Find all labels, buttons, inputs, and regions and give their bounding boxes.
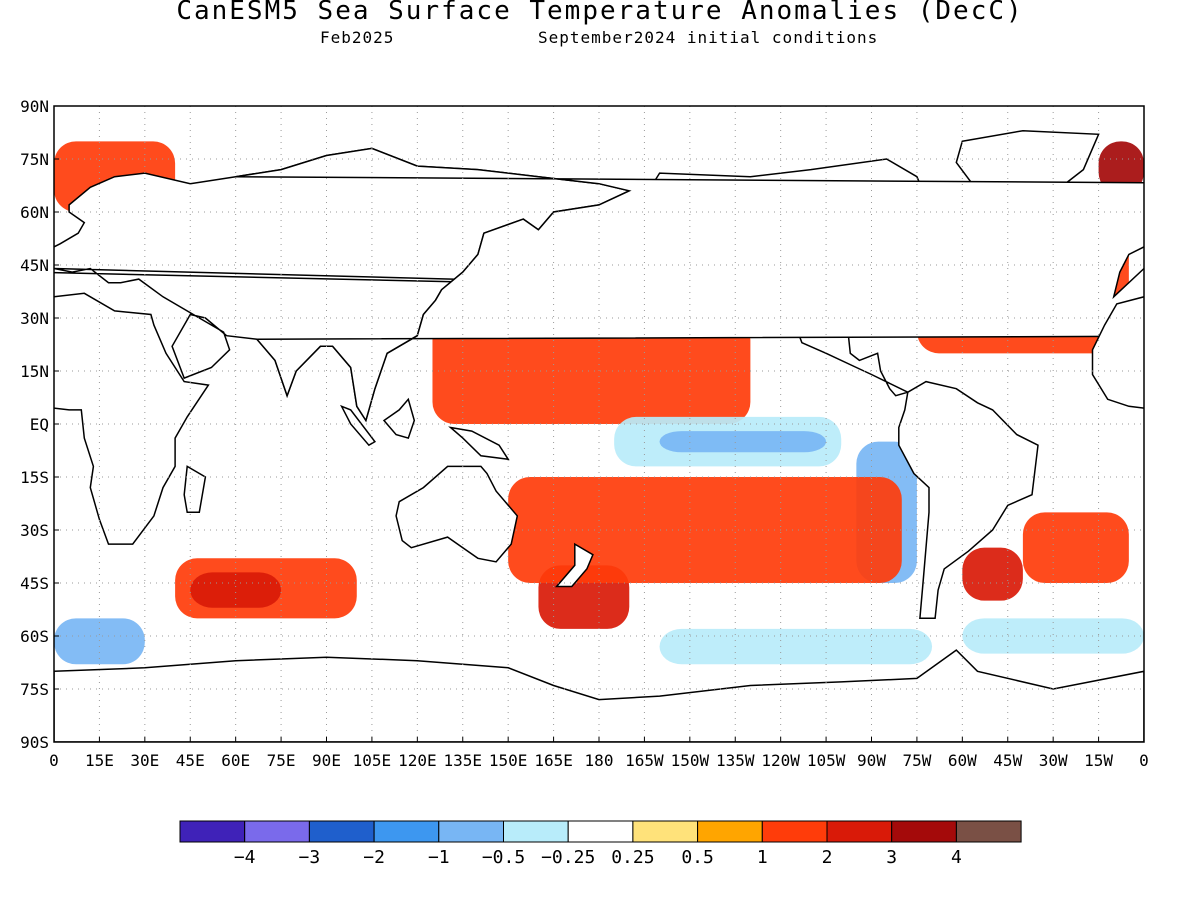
colorbar: −4 −3 −2 −1 −0.5 −0.25 0.25 0.5 1 2 3 4	[179, 820, 1022, 868]
lon-tick-label: 135E	[443, 751, 482, 770]
land-eurasia-wrap	[235, 147, 1144, 423]
anomaly-region-14	[508, 477, 902, 583]
lon-tick-label: 60W	[948, 751, 977, 770]
colorbar-label: 3	[886, 847, 897, 868]
anomaly-region-11	[54, 618, 145, 665]
lon-tick-label: 90W	[857, 751, 886, 770]
lat-tick-label: EQ	[30, 415, 49, 434]
colorbar-label: 0.5	[681, 847, 714, 868]
anomaly-region-18	[1022, 512, 1129, 583]
colorbar-swatch	[308, 820, 375, 843]
lat-tick-label: 60S	[20, 627, 49, 646]
anomaly-region-4	[659, 431, 827, 453]
lon-tick-label: 165E	[534, 751, 573, 770]
lat-tick-label: 15N	[20, 362, 49, 381]
lon-tick-label: 30E	[130, 751, 159, 770]
colorbar-label: 2	[822, 847, 833, 868]
colorbar-label: 1	[757, 847, 768, 868]
lon-tick-label: 120E	[398, 751, 437, 770]
lon-tick-label: 0	[1139, 751, 1149, 770]
land-australia	[395, 465, 519, 563]
init-conditions-label: September2024 initial conditions	[538, 28, 879, 47]
lon-tick-label: 15E	[85, 751, 114, 770]
land-africa-wrap	[1091, 296, 1144, 409]
anomaly-region-9	[190, 572, 282, 608]
colorbar-swatch	[503, 820, 569, 843]
colorbar-label: −0.5	[482, 847, 525, 868]
lat-tick-label: 60N	[20, 203, 49, 222]
lon-tick-label: 105E	[353, 751, 392, 770]
colorbar-swatch	[697, 820, 763, 843]
lat-tick-label: 90S	[20, 733, 49, 752]
latitude-labels: 90N 75N 60N 45N 30N 15N EQ 15S 30S 45S 60S 75S 90S	[20, 97, 59, 752]
valid-month-label: Feb2025	[320, 28, 395, 47]
colorbar-label: 0.25	[611, 847, 654, 868]
lon-tick-label: 90E	[312, 751, 341, 770]
land-sumatra	[340, 404, 377, 447]
colorbar-swatch	[567, 820, 634, 843]
lon-tick-label: 60E	[221, 751, 250, 770]
anomaly-region-13	[962, 618, 1144, 654]
colorbar-swatch	[955, 820, 1022, 843]
lon-tick-label: 150W	[671, 751, 710, 770]
lon-tick-label: 135W	[716, 751, 755, 770]
land-borneo	[382, 397, 416, 440]
colorbar-swatch	[244, 820, 310, 843]
anomaly-region-2	[432, 318, 751, 424]
anomaly-region-17	[962, 547, 1023, 601]
lat-tick-label: 75N	[20, 150, 49, 169]
lon-tick-label: 75W	[902, 751, 931, 770]
lon-tick-label: 15W	[1084, 751, 1113, 770]
land-south-america	[898, 380, 1039, 620]
lon-tick-label: 150E	[489, 751, 528, 770]
colorbar-label: 4	[951, 847, 962, 868]
colorbar-label: −4	[234, 847, 256, 868]
gridlines	[54, 106, 1144, 742]
lon-tick-label: 0	[49, 751, 59, 770]
land-new-guinea	[448, 426, 510, 461]
lon-tick-label: 30W	[1039, 751, 1068, 770]
colorbar-swatch	[632, 820, 699, 843]
colorbar-swatch	[891, 820, 957, 843]
lon-tick-label: 75E	[267, 751, 296, 770]
land-masses	[54, 129, 1144, 742]
colorbar-label: −3	[299, 847, 321, 868]
colorbar-label: −0.25	[541, 847, 595, 868]
lat-tick-label: 45S	[20, 574, 49, 593]
lat-tick-label: 90N	[20, 97, 49, 116]
lat-tick-label: 15S	[20, 468, 49, 487]
chart-title: CanESM5 Sea Surface Temperature Anomalie…	[176, 0, 1024, 26]
lon-tick-label: 105W	[807, 751, 846, 770]
longitude-labels: 0 15E 30E 45E 60E 75E 90E 105E 120E 135E 150E 165E 1…	[49, 737, 1149, 770]
colorbar-swatch	[373, 820, 440, 843]
lon-tick-label: 165W	[625, 751, 664, 770]
lon-tick-label: 120W	[761, 751, 800, 770]
lon-tick-label: 45E	[176, 751, 205, 770]
colorbar-label: −1	[428, 847, 450, 868]
colorbar-swatch	[826, 820, 893, 843]
colorbar-swatch	[438, 820, 504, 843]
land-madagascar	[183, 465, 207, 514]
anomaly-region-16	[1098, 141, 1144, 195]
lat-tick-label: 30S	[20, 521, 49, 540]
colorbar-swatch	[179, 820, 246, 843]
colorbar-label: −2	[363, 847, 385, 868]
colorbar-swatch	[761, 820, 828, 843]
land-antarctica	[54, 649, 1144, 742]
lat-tick-label: 75S	[20, 680, 49, 699]
lon-tick-label: 45W	[993, 751, 1022, 770]
land-new-zealand	[554, 542, 594, 588]
lon-tick-label: 180	[585, 751, 614, 770]
lat-tick-label: 45N	[20, 256, 49, 275]
lat-tick-label: 30N	[20, 309, 49, 328]
land-africa	[54, 292, 210, 545]
anomaly-region-12	[659, 628, 933, 665]
